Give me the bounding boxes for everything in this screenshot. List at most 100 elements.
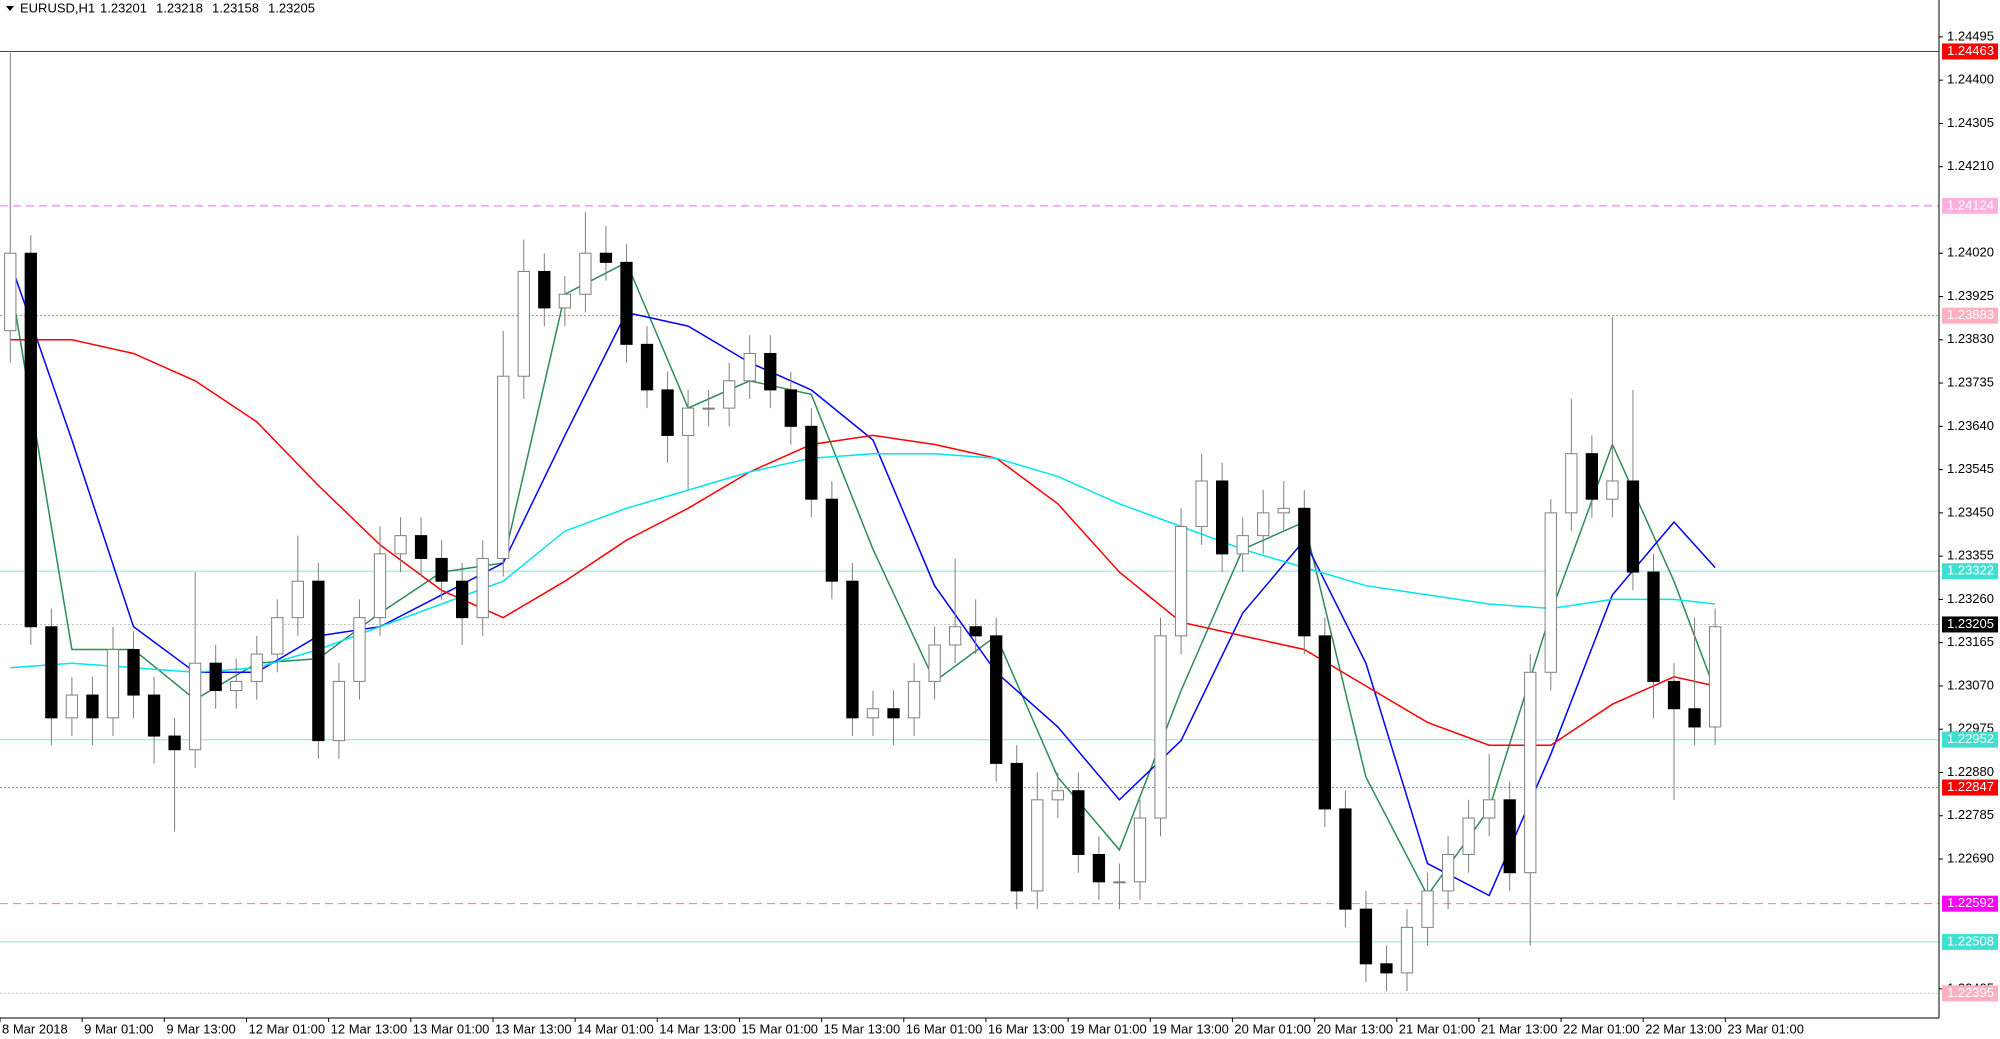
candle-body: [1606, 480, 1619, 500]
last-close: 1.23205: [268, 0, 315, 15]
levels: [0, 50, 1939, 994]
candle-body: [435, 557, 448, 582]
candle-body: [1092, 853, 1106, 883]
candle-body: [1257, 512, 1270, 537]
candle-body: [1277, 507, 1290, 514]
price-level-label: 1.23205: [1947, 616, 1994, 631]
y-tick-label: 1.22785: [1947, 807, 1994, 822]
last-open: 1.23201: [100, 0, 147, 15]
candle-body: [558, 293, 572, 309]
x-tick-label: 22 Mar 01:00: [1563, 1021, 1640, 1036]
y-tick-label: 1.23545: [1947, 461, 1994, 476]
candle-body: [1667, 680, 1681, 710]
candle-body: [1688, 708, 1701, 728]
y-tick-label: 1.23355: [1947, 548, 1994, 563]
y-tick-label: 1.24495: [1947, 28, 1994, 43]
candle-body: [476, 557, 489, 619]
x-tick-label: 14 Mar 13:00: [659, 1021, 736, 1036]
candle-body: [1380, 963, 1393, 974]
price-level-tag: [1942, 985, 1998, 1002]
candle-body: [209, 662, 222, 692]
candle-body: [456, 580, 469, 619]
x-tick-label: 16 Mar 01:00: [906, 1021, 983, 1036]
candle-body: [1565, 453, 1578, 514]
candle-body: [907, 680, 921, 719]
candle-body: [230, 680, 243, 692]
candle-body: [188, 662, 202, 751]
x-tick-label: 8 Mar 2018: [2, 1021, 68, 1036]
candle-body: [1626, 480, 1640, 573]
x-tick-label: 20 Mar 01:00: [1234, 1021, 1311, 1036]
candle-body: [45, 626, 58, 719]
candle-body: [168, 735, 181, 751]
candle-body: [291, 580, 304, 619]
symbol: EURUSD,H1: [20, 0, 95, 15]
y-tick-label: 1.22690: [1947, 850, 1994, 865]
candle-body: [414, 535, 428, 559]
price-level-tag: [1942, 731, 1998, 748]
candle-body: [1441, 853, 1455, 892]
candle-body: [1215, 480, 1229, 555]
candle-body: [1298, 507, 1311, 637]
x-tick-label: 20 Mar 13:00: [1317, 1021, 1394, 1036]
candle-body: [65, 694, 79, 719]
candle-body: [1400, 926, 1414, 974]
candle-body: [620, 261, 633, 345]
x-tick-label: 13 Mar 01:00: [413, 1021, 490, 1036]
candle-body: [538, 270, 551, 309]
candle-body: [1708, 626, 1722, 728]
candle-body: [1585, 453, 1599, 500]
y-tick-label: 1.24020: [1947, 245, 1994, 260]
candle-body: [579, 252, 592, 295]
candle-body: [1236, 535, 1249, 555]
x-tick-label: 12 Mar 13:00: [331, 1021, 408, 1036]
candle-body: [661, 389, 674, 436]
price-level-tag: [1942, 563, 1998, 580]
candle-body: [1051, 790, 1064, 801]
candle-body: [887, 708, 900, 719]
candle-body: [681, 407, 695, 436]
candle-body: [599, 252, 613, 263]
candle-body: [723, 380, 736, 409]
candle-body: [1318, 635, 1331, 810]
candle-body: [1647, 571, 1660, 682]
y-tick-label: 1.23260: [1947, 591, 1994, 606]
candle-body: [846, 580, 859, 719]
price-level-label: 1.22395: [1947, 985, 1994, 1000]
candle-body: [127, 649, 140, 696]
candle-body: [928, 644, 941, 682]
candle-body: [825, 498, 839, 582]
price-level-label: 1.22847: [1947, 779, 1994, 794]
candle-body: [1462, 817, 1475, 855]
x-tick-label: 16 Mar 13:00: [988, 1021, 1065, 1036]
last-high: 1.23218: [156, 0, 203, 15]
x-tick-label: 15 Mar 01:00: [741, 1021, 818, 1036]
candle-body: [497, 375, 510, 559]
candle-body: [743, 352, 756, 382]
moving-average: [10, 339, 1716, 746]
candle-body: [1421, 890, 1434, 928]
price-level-tag: [1942, 895, 1998, 912]
candle-body: [1031, 799, 1044, 892]
candle-body: [1154, 635, 1167, 819]
candle-body: [969, 626, 982, 637]
menu-arrow[interactable]: [6, 6, 14, 11]
x-tick-label: 13 Mar 13:00: [495, 1021, 572, 1036]
x-tick-label: 23 Mar 01:00: [1727, 1021, 1804, 1036]
y-tick-label: 1.23450: [1947, 504, 1994, 519]
price-level-tag: [1942, 43, 1998, 60]
candle-body: [1359, 908, 1373, 965]
y-tick-label: 1.23165: [1947, 634, 1994, 649]
candle-body: [1339, 808, 1352, 910]
price-level-label: 1.24463: [1947, 43, 1994, 58]
candle-body: [990, 635, 1003, 764]
price-level-label: 1.22952: [1947, 731, 1994, 746]
candle-body: [1524, 671, 1537, 874]
candle-body: [353, 617, 366, 682]
price-level-label: 1.22592: [1947, 895, 1994, 910]
candle-body: [517, 270, 530, 377]
candle-body: [106, 649, 120, 719]
price-level-label: 1.22508: [1947, 933, 1994, 948]
